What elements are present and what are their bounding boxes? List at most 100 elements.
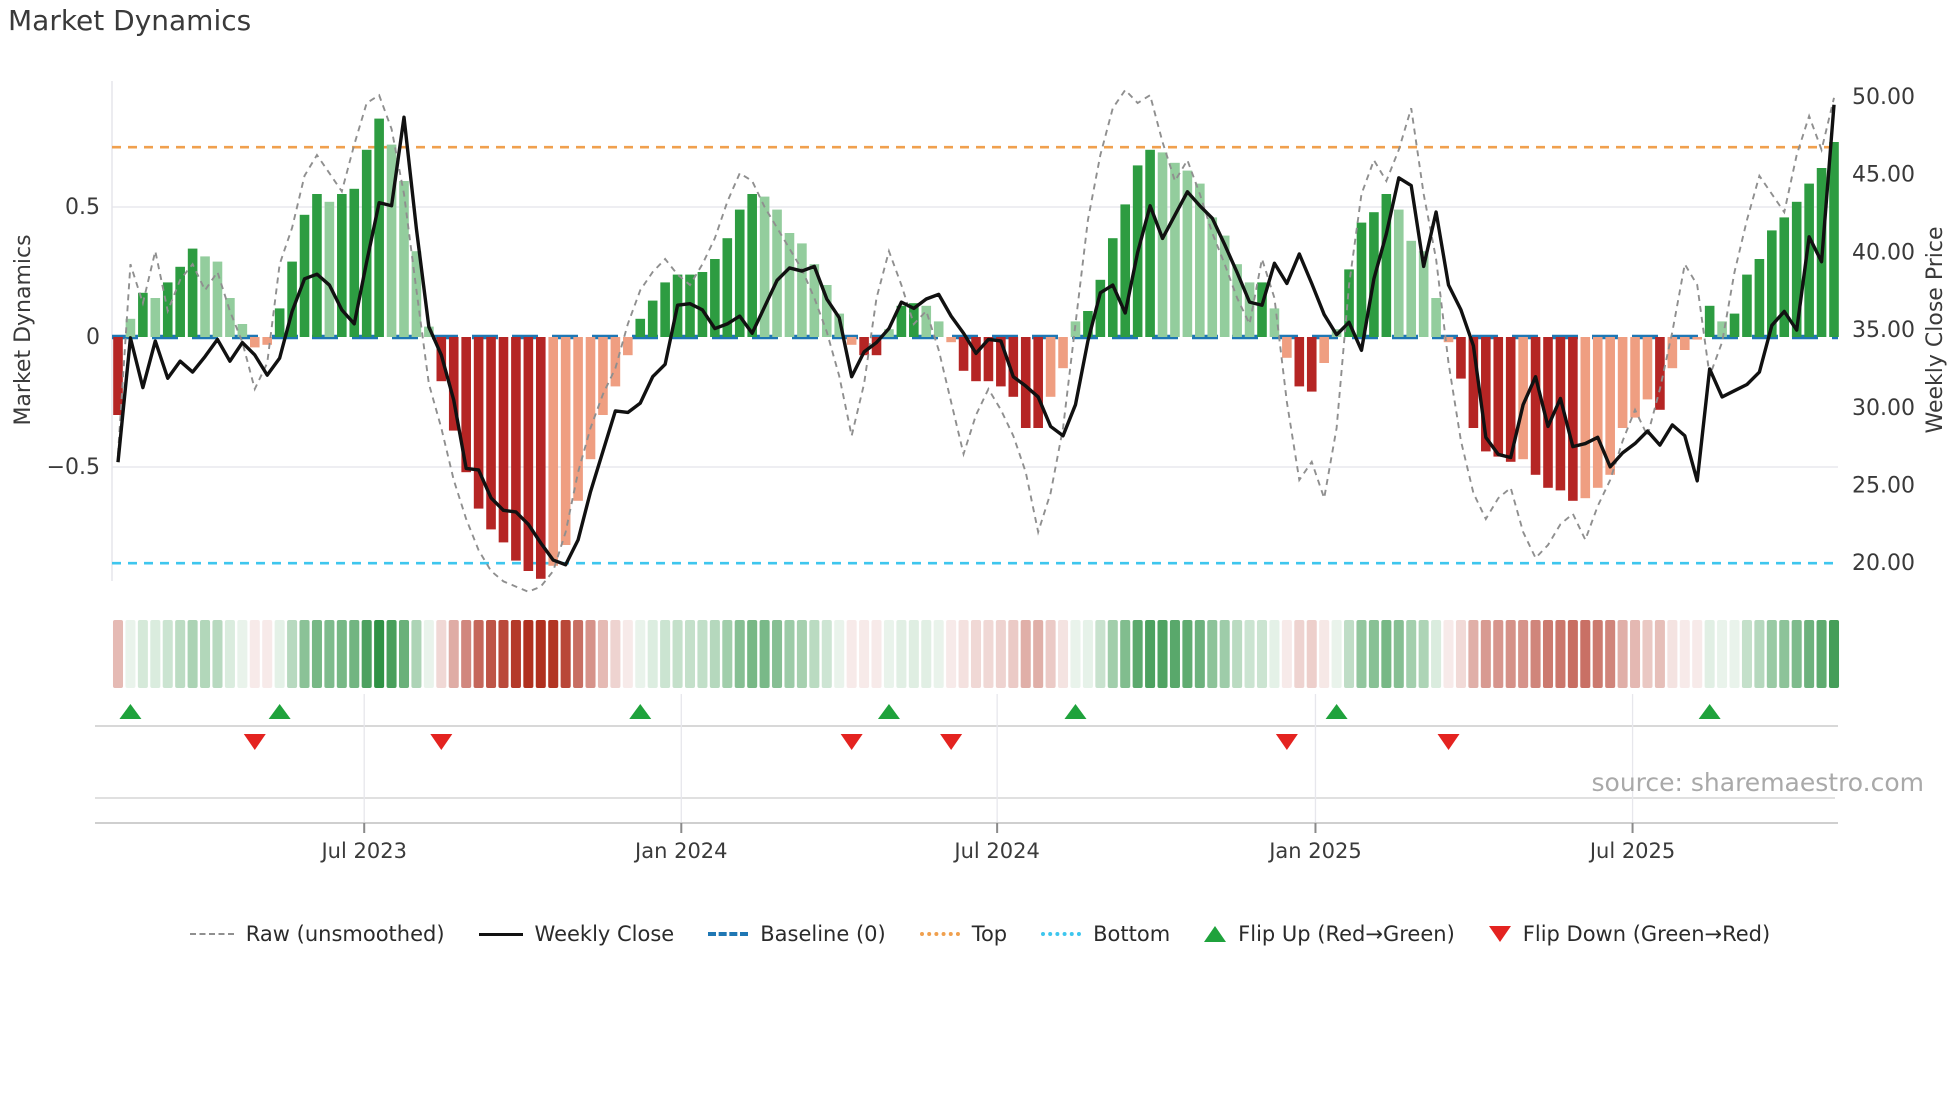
heatmap-cell bbox=[448, 620, 459, 688]
legend-item-top: Top bbox=[919, 922, 1007, 946]
oscillator-bar bbox=[138, 292, 148, 337]
heatmap-cell bbox=[1256, 620, 1268, 688]
right-axis-title: Weekly Close Price bbox=[1923, 227, 1948, 434]
oscillator-bar bbox=[1020, 337, 1031, 428]
oscillator-bar bbox=[1667, 337, 1678, 369]
oscillator-bar bbox=[1120, 204, 1131, 337]
oscillator-bar bbox=[610, 337, 621, 387]
legend-item-bottom: Bottom bbox=[1041, 922, 1170, 946]
heatmap-cell bbox=[1828, 620, 1840, 688]
heatmap-cell bbox=[535, 620, 546, 688]
flip-down-triangle-icon bbox=[1488, 926, 1511, 942]
oscillator-bar bbox=[1804, 183, 1814, 337]
source-attribution: source: sharemaestro.com bbox=[1591, 768, 1925, 797]
oscillator-bar bbox=[274, 308, 285, 337]
heatmap-cell bbox=[1804, 620, 1815, 688]
oscillator-bar bbox=[598, 337, 608, 415]
oscillator-bar bbox=[361, 149, 372, 337]
oscillator-bar bbox=[1443, 337, 1454, 343]
heatmap-cell bbox=[734, 620, 745, 688]
oscillator-bar bbox=[797, 243, 807, 337]
oscillator-bar bbox=[1095, 279, 1106, 337]
oscillator-bar bbox=[1580, 337, 1591, 499]
flip-up-marker bbox=[119, 704, 142, 719]
heatmap-cell bbox=[983, 620, 994, 688]
heatmap-cell bbox=[187, 620, 198, 688]
legend-item-flip-down: Flip Down (Green→Red) bbox=[1488, 922, 1771, 946]
oscillator-bar bbox=[635, 318, 646, 337]
oscillator-bar bbox=[262, 337, 273, 345]
heatmap-cell bbox=[1766, 620, 1777, 688]
oscillator-bar bbox=[1754, 259, 1765, 337]
oscillator-bar bbox=[1456, 337, 1466, 379]
oscillator-bar bbox=[759, 196, 770, 337]
oscillator-bar bbox=[324, 201, 335, 337]
heatmap-cell bbox=[1679, 620, 1690, 688]
heatmap-cell bbox=[1580, 620, 1591, 688]
legend-item-raw: Raw (unsmoothed) bbox=[189, 922, 445, 946]
left-axis-tick-label: 0 bbox=[86, 325, 100, 350]
heatmap-cell bbox=[1530, 620, 1541, 688]
heatmap-cell bbox=[1667, 620, 1678, 688]
oscillator-bar bbox=[996, 337, 1006, 387]
x-tick-label: Jan 2025 bbox=[1267, 839, 1362, 863]
heatmap-cell bbox=[212, 620, 223, 688]
oscillator-bar bbox=[685, 274, 695, 337]
heatmap-cell bbox=[1020, 620, 1031, 688]
oscillator-bar bbox=[1617, 337, 1628, 428]
heatmap-cell bbox=[908, 620, 919, 688]
heatmap-cell bbox=[398, 620, 410, 688]
heatmap-cell bbox=[921, 620, 932, 688]
oscillator-bar bbox=[647, 300, 658, 337]
oscillator-bar bbox=[212, 261, 223, 337]
oscillator-bar bbox=[1829, 142, 1839, 337]
flip-up-triangle-icon bbox=[1204, 926, 1227, 942]
heatmap-cell bbox=[1244, 620, 1255, 688]
legend-item-weekly-close: Weekly Close bbox=[478, 922, 675, 946]
heatmap-cell bbox=[585, 620, 596, 688]
oscillator-bar bbox=[1505, 337, 1516, 462]
heatmap-cell bbox=[597, 620, 608, 688]
oscillator-bar bbox=[1742, 274, 1752, 337]
weekly-close-line bbox=[116, 104, 1836, 567]
oscillator-bar bbox=[1655, 337, 1665, 410]
heatmap-cell bbox=[1654, 620, 1665, 688]
heatmap-cell bbox=[1493, 620, 1504, 688]
top-dotted-swatch bbox=[919, 932, 960, 936]
heatmap-cell bbox=[1692, 620, 1703, 688]
oscillator-bar bbox=[933, 321, 944, 337]
heatmap-cell bbox=[1779, 620, 1790, 688]
heatmap-cell bbox=[660, 620, 671, 688]
oscillator-bar bbox=[1257, 282, 1267, 337]
oscillator-bar bbox=[337, 194, 347, 337]
heatmap-cell bbox=[970, 620, 982, 688]
heatmap-cell bbox=[324, 620, 335, 688]
legend-label: Weekly Close bbox=[534, 922, 675, 946]
heatmap-cell bbox=[1294, 620, 1305, 688]
oscillator-bar bbox=[909, 303, 919, 337]
oscillator-bar bbox=[399, 181, 409, 337]
page-title: Market Dynamics bbox=[8, 4, 252, 37]
heatmap-cell bbox=[1269, 620, 1280, 688]
heatmap-cell bbox=[150, 620, 161, 688]
oscillator-bar bbox=[374, 118, 384, 337]
flip-up-marker bbox=[268, 704, 291, 719]
heatmap-cell bbox=[1132, 620, 1143, 688]
oscillator-bar bbox=[1045, 337, 1056, 397]
heatmap-cell bbox=[1356, 620, 1367, 688]
heatmap-cell bbox=[473, 620, 484, 688]
heatmap-cell bbox=[1157, 620, 1168, 688]
heatmap-cell bbox=[1381, 620, 1392, 688]
flip-down-marker bbox=[940, 734, 963, 750]
heatmap-cell bbox=[1455, 620, 1466, 688]
right-axis-tick-label: 40.00 bbox=[1852, 240, 1915, 265]
heatmap-cell bbox=[610, 620, 621, 688]
legend-label: Flip Down (Green→Red) bbox=[1522, 922, 1771, 946]
heatmap-cell bbox=[411, 620, 422, 688]
heatmap-cell bbox=[1070, 620, 1081, 688]
heatmap-cell bbox=[349, 620, 360, 688]
oscillator-bar bbox=[1418, 251, 1429, 337]
heatmap-cell bbox=[1008, 620, 1019, 688]
right-axis-tick-label: 35.00 bbox=[1852, 318, 1915, 343]
left-axis-title: Market Dynamics bbox=[11, 234, 36, 425]
